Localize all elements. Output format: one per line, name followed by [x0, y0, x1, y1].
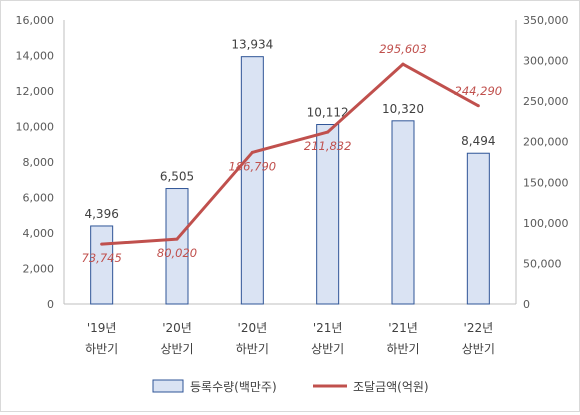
right-axis-ticks: 0 50,000 100,000 150,000 200,000 250,000 300,0…	[523, 14, 569, 311]
left-tick-label: 8,000	[23, 156, 55, 169]
left-tick-label: 10,000	[16, 121, 55, 134]
left-tick-label: 4,000	[23, 227, 55, 240]
line-value-label: 80,020	[157, 246, 197, 260]
legend-bar-swatch	[152, 379, 184, 393]
legend-bar-label: 등록수량(백만주)	[190, 380, 277, 394]
line-value-label: 211,832	[304, 139, 352, 153]
line-value-label: 295,603	[379, 42, 427, 56]
legend: 등록수량(백만주) 조달금액(억원)	[152, 379, 429, 394]
category-year-label: '22년	[464, 321, 494, 335]
category-year-label: '20년	[238, 321, 268, 335]
bar	[90, 225, 114, 305]
line-value-label: 73,745	[82, 251, 122, 265]
line-point	[250, 150, 254, 154]
left-tick-label: 14,000	[16, 50, 55, 63]
legend-line-label: 조달금액(억원)	[353, 380, 429, 394]
left-tick-label: 6,000	[23, 192, 55, 205]
left-tick-label: 12,000	[16, 85, 55, 98]
bar	[240, 56, 264, 305]
right-tick-label: 250,000	[523, 95, 569, 108]
bar	[391, 120, 415, 305]
line-value-label: 244,290	[455, 84, 503, 98]
line-data-labels: 73,745 80,020 186,790 211,832 295,603 244,290	[82, 42, 503, 265]
line-series	[100, 62, 480, 246]
category-year-label: '20년	[162, 321, 192, 335]
bar	[466, 152, 490, 305]
bar-value-label: 10,112	[307, 106, 349, 120]
line-point	[100, 242, 104, 246]
right-tick-label: 100,000	[523, 217, 569, 230]
right-tick-label: 50,000	[523, 257, 562, 270]
line-path	[101, 62, 480, 246]
category-half-label: 상반기	[311, 342, 344, 356]
left-tick-label: 0	[47, 298, 54, 311]
category-half-label: 하반기	[386, 342, 419, 356]
line-point	[401, 62, 405, 66]
right-tick-label: 300,000	[523, 55, 569, 68]
bar	[316, 124, 340, 305]
right-tick-label: 150,000	[523, 176, 569, 189]
bar	[165, 188, 189, 305]
bar-value-label: 6,505	[160, 170, 194, 184]
category-half-label: 상반기	[462, 342, 495, 356]
line-point	[476, 104, 480, 108]
category-year-label: '21년	[388, 321, 418, 335]
bar-value-label: 10,320	[382, 102, 424, 116]
right-tick-label: 350,000	[523, 14, 569, 27]
category-half-label: 상반기	[160, 342, 193, 356]
category-year-label: '19년	[87, 321, 117, 335]
bar-value-label: 4,396	[84, 207, 118, 221]
left-tick-label: 16,000	[16, 14, 55, 27]
bar-value-label: 13,934	[231, 38, 273, 52]
line-value-label: 186,790	[229, 159, 277, 173]
axes	[63, 20, 517, 305]
right-tick-label: 200,000	[523, 136, 569, 149]
bar-series	[90, 56, 490, 305]
right-tick-label: 0	[523, 298, 530, 311]
category-year-label: '21년	[313, 321, 343, 335]
category-half-label: 하반기	[85, 342, 118, 356]
category-half-label: 하반기	[236, 342, 269, 356]
line-point	[326, 130, 330, 134]
left-axis-ticks: 0 2,000 4,000 6,000 8,000 10,000 12,000 14,000 1…	[16, 14, 55, 311]
bar-data-labels: 4,396 6,505 13,934 10,112 10,320 8,494	[84, 38, 495, 221]
bar-value-label: 8,494	[461, 134, 495, 148]
left-tick-label: 2,000	[23, 263, 55, 276]
line-point	[175, 237, 179, 241]
